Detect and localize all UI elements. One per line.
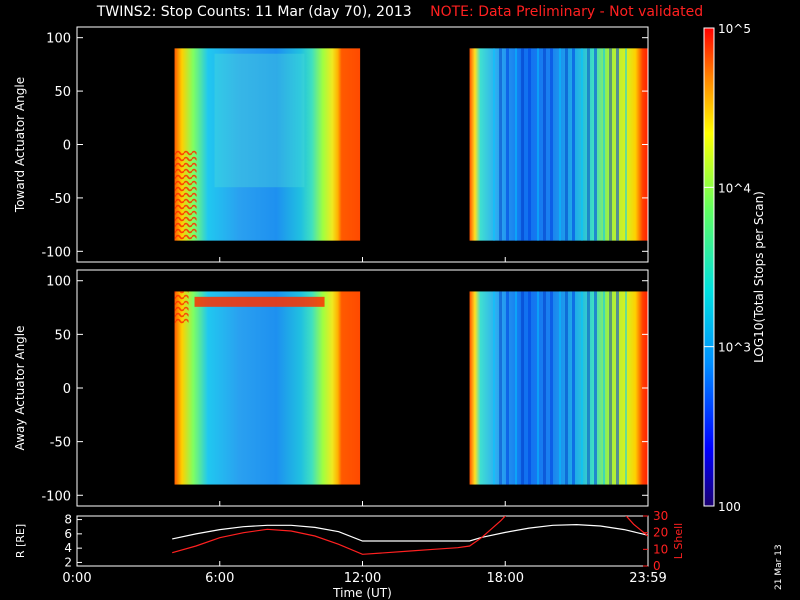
orbit-lines [172,516,648,555]
figure-title-main: TWINS2: Stop Counts: 11 Mar (day 70), 20… [96,4,412,20]
x-tick-label: 0:00 [62,571,91,586]
l-shell-line [172,516,507,555]
colorbar-tick-label: 100 [718,500,741,514]
heatmap-block-toward-first-pass [174,48,361,241]
y-tick-label: 50 [54,328,71,343]
y-tick-label: -50 [50,192,71,207]
y-tick-label: -100 [41,245,71,260]
colorbar-tick-label: 10^5 [718,22,751,36]
y-tick-label: 4 [64,541,72,555]
toward-panel-y-ticks: 100 50 0 -50 -100 [41,32,648,260]
heatmap-artifact-toward-first-pass [174,149,197,241]
orbit-right-y-ticks: 0 10 20 30 [643,509,668,573]
toward-panel-y-label: Toward Actuator Angle [13,77,27,213]
heatmap-stripes-away-second-pass [489,291,628,485]
colorbar-scale [703,27,715,507]
orbit-radius-label: R [RE] [14,524,27,558]
colorbar-tick-label: 10^4 [718,181,751,195]
y-tick-label: 6 [64,527,72,541]
colorbar-tick-label: 10^3 [718,341,751,355]
y-tick-label: 0 [653,559,661,573]
x-tick-label: 18:00 [487,571,524,586]
figure-title: TWINS2: Stop Counts: 11 Mar (day 70), 20… [0,4,800,20]
x-tick-label: 23:59 [629,571,666,586]
colorbar-ticks: 10^5 10^4 10^3 100 [704,22,751,514]
heatmap-artifact-away-first-pass [174,291,189,324]
y-tick-label: 8 [64,513,72,527]
away-panel-y-ticks: 100 50 0 -50 -100 [41,275,648,504]
toward-actuator-panel: 100 50 0 -50 -100 Toward Actuator Angle [13,26,649,263]
l-shell-line [625,516,648,537]
x-tick-label: 12:00 [344,571,381,586]
away-actuator-panel: 100 50 0 -50 -100 Away Actuator Angle [13,269,649,507]
orbit-radius-line [172,523,648,542]
y-tick-label: 10 [653,542,668,556]
heatmap-red-band-away-first-pass [194,296,325,307]
y-tick-label: -50 [50,436,71,451]
colorbar: 10^5 10^4 10^3 100 LOG10(Total Stops per Sc… [703,22,766,514]
heatmap-block-away-first-pass [174,291,361,485]
colorbar-label: LOG10(Total Stops per Scan) [752,191,766,363]
time-x-label: Time (UT) [332,586,392,600]
y-tick-label: 50 [54,85,71,100]
side-date-stamp: 21 Mar 13 [774,544,784,590]
time-x-ticks: 0:00 6:00 12:00 18:00 23:59 [62,257,667,586]
y-tick-label: 100 [46,275,71,290]
y-tick-label: 0 [63,139,71,154]
y-tick-label: 2 [64,555,72,569]
heatmap-bright-region-toward-first-pass [214,53,305,188]
heatmap-stripes-toward-second-pass [489,48,628,241]
l-shell-label: L Shell [672,523,685,559]
away-panel-y-label: Away Actuator Angle [13,325,27,450]
y-tick-label: -100 [41,489,71,504]
y-tick-label: 100 [46,32,71,47]
x-tick-label: 6:00 [205,571,234,586]
y-tick-label: 20 [653,526,668,540]
y-tick-label: 0 [63,382,71,397]
figure-title-note: NOTE: Data Preliminary - Not validated [430,4,704,20]
y-tick-label: 30 [653,509,668,523]
